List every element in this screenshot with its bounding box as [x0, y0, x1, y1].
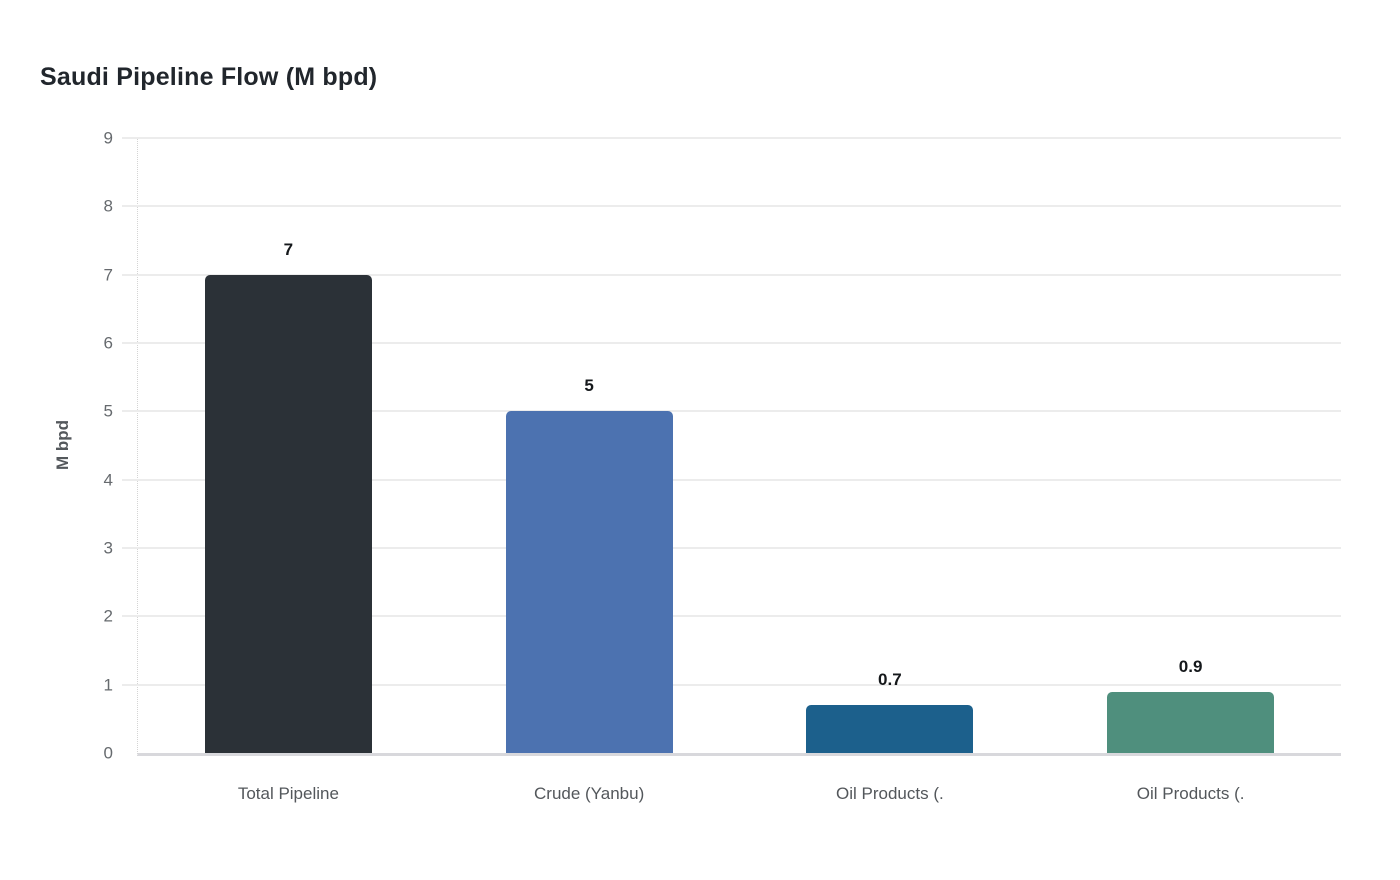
bar — [204, 274, 372, 753]
x-tick-label: Crude (Yanbu) — [534, 784, 645, 803]
y-tick-label: 4 — [103, 470, 113, 490]
bar-value-label: 0.9 — [1178, 656, 1203, 676]
gridline — [122, 205, 1341, 208]
chart-title: Saudi Pipeline Flow (M bpd) — [40, 63, 378, 91]
y-tick-label: 9 — [103, 128, 113, 148]
gridline — [122, 615, 1341, 618]
y-tick-label: 7 — [103, 265, 113, 285]
y-tick-label: 5 — [103, 401, 113, 421]
bar-value-label: 0.7 — [878, 670, 902, 690]
y-tick-label: 3 — [103, 538, 113, 558]
bar-value-label: 5 — [584, 376, 594, 396]
x-tick-label: Oil Products (. — [1136, 784, 1245, 803]
bar — [505, 411, 673, 753]
y-tick-label: 6 — [103, 333, 113, 353]
gridline — [122, 683, 1341, 686]
y-axis-title: M bpd — [53, 419, 72, 471]
gridline — [122, 273, 1341, 276]
bar — [806, 705, 974, 753]
plot-area: 0 1 2 3 4 5 6 7 8 9 7 Total Pipeline 5 Crude (Yanbu) 0… — [104, 130, 1341, 803]
gridline — [122, 547, 1341, 549]
gridline — [122, 342, 1341, 344]
bar-value-label: 7 — [283, 239, 294, 259]
x-tick-label: Total Pipeline — [237, 784, 339, 803]
y-tick-label: 0 — [103, 743, 113, 763]
bar — [1107, 691, 1275, 753]
x-tick-label: Oil Products (. — [836, 784, 944, 803]
gridline — [122, 478, 1341, 481]
y-tick-label: 2 — [103, 606, 113, 626]
y-tick-label: 1 — [103, 675, 113, 695]
y-tick-label: 8 — [103, 196, 113, 216]
gridline — [122, 137, 1341, 139]
gridline — [122, 410, 1341, 413]
